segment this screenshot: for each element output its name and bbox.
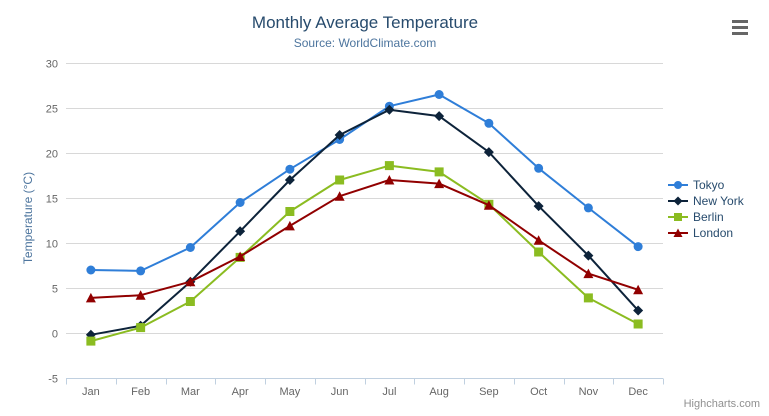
- series-tokyo[interactable]: [86, 90, 643, 276]
- y-axis-label: 20: [46, 149, 58, 161]
- x-axis-label: Aug: [429, 386, 449, 398]
- x-axis-label: Feb: [131, 386, 150, 398]
- data-point-marker[interactable]: [384, 161, 394, 171]
- data-point-marker[interactable]: [583, 268, 594, 279]
- data-point-marker[interactable]: [434, 167, 444, 177]
- data-point-marker[interactable]: [583, 203, 593, 213]
- y-axis-label: 5: [52, 284, 58, 296]
- data-point-marker[interactable]: [674, 213, 682, 221]
- data-point-marker[interactable]: [483, 147, 494, 158]
- x-axis-label: Oct: [530, 386, 547, 398]
- data-point-marker[interactable]: [534, 163, 544, 173]
- data-point-marker[interactable]: [334, 191, 345, 201]
- data-point-marker[interactable]: [285, 164, 295, 174]
- data-point-marker[interactable]: [335, 175, 345, 185]
- data-point-marker[interactable]: [633, 242, 643, 252]
- data-point-marker[interactable]: [633, 305, 644, 316]
- x-axis-label: Jun: [331, 386, 349, 398]
- data-point-marker[interactable]: [434, 90, 444, 99]
- y-axis-label: -5: [48, 374, 58, 386]
- data-point-marker[interactable]: [534, 247, 544, 257]
- legend-label: London: [693, 226, 734, 240]
- y-axis-title: Temperature (°C): [21, 171, 35, 265]
- y-axis-label: 10: [46, 239, 58, 251]
- data-point-marker[interactable]: [284, 175, 295, 185]
- legend-item-new-york[interactable]: New York: [668, 193, 744, 209]
- x-axis-label: Sep: [479, 386, 499, 398]
- data-point-marker[interactable]: [384, 175, 395, 185]
- data-point-marker[interactable]: [285, 207, 295, 216]
- legend-marker-triangle-icon: [668, 228, 688, 238]
- data-point-marker[interactable]: [185, 243, 195, 252]
- data-point-marker[interactable]: [384, 104, 395, 115]
- data-point-marker[interactable]: [633, 319, 643, 329]
- data-point-marker[interactable]: [484, 118, 494, 128]
- chart-title: Monthly Average Temperature: [251, 13, 479, 32]
- data-point-marker[interactable]: [235, 198, 245, 207]
- series-london[interactable]: [85, 175, 644, 303]
- y-axis-label: 25: [46, 104, 58, 116]
- data-point-marker[interactable]: [136, 266, 146, 276]
- legend-label: Berlin: [693, 210, 724, 224]
- data-point-marker[interactable]: [483, 200, 494, 210]
- data-point-marker[interactable]: [85, 292, 96, 303]
- legend: Tokyo New York Berlin London: [668, 177, 744, 241]
- data-point-marker[interactable]: [434, 111, 445, 122]
- series-line-berlin: [89, 164, 640, 343]
- data-point-marker[interactable]: [185, 297, 195, 306]
- data-point-marker[interactable]: [235, 251, 246, 262]
- x-axis-label: May: [279, 386, 300, 398]
- y-axis-label: 0: [52, 329, 58, 341]
- x-axis-label: Mar: [181, 386, 200, 398]
- legend-item-london[interactable]: London: [668, 225, 744, 241]
- data-point-marker[interactable]: [334, 130, 345, 140]
- x-axis-label: Apr: [232, 386, 249, 398]
- y-axis-label: 15: [46, 194, 58, 206]
- legend-marker-circle-icon: [668, 181, 688, 189]
- data-point-marker[interactable]: [583, 293, 593, 303]
- export-menu-button[interactable]: [729, 17, 751, 38]
- legend-marker-square-icon: [668, 213, 688, 221]
- data-point-marker[interactable]: [533, 235, 544, 245]
- data-point-marker[interactable]: [135, 290, 146, 300]
- data-point-marker[interactable]: [136, 323, 146, 333]
- data-point-marker[interactable]: [86, 265, 96, 275]
- legend-marker-diamond-icon: [668, 196, 688, 206]
- x-axis-label: Dec: [628, 386, 648, 398]
- x-axis-label: Jul: [382, 386, 396, 398]
- legend-item-berlin[interactable]: Berlin: [668, 209, 744, 225]
- series-line-london: [89, 179, 640, 299]
- series-line-tokyo: [89, 93, 640, 272]
- legend-label: New York: [693, 194, 744, 208]
- data-point-marker[interactable]: [185, 276, 196, 287]
- data-point-marker[interactable]: [86, 336, 96, 346]
- data-point-marker[interactable]: [633, 284, 644, 295]
- data-point-marker[interactable]: [674, 181, 682, 189]
- data-point-marker[interactable]: [583, 250, 594, 261]
- y-axis-label: 30: [46, 59, 58, 71]
- data-point-marker[interactable]: [533, 201, 544, 212]
- data-point-marker[interactable]: [434, 178, 445, 189]
- x-axis-label: Jan: [82, 386, 100, 398]
- series-line-new-york: [89, 108, 640, 336]
- data-point-marker[interactable]: [284, 220, 295, 231]
- data-point-marker[interactable]: [673, 196, 683, 206]
- data-point-marker[interactable]: [673, 228, 683, 238]
- data-point-marker[interactable]: [235, 226, 246, 237]
- legend-label: Tokyo: [693, 178, 725, 192]
- credits-link[interactable]: Highcharts.com: [683, 398, 760, 410]
- chart-subtitle: Source: WorldClimate.com: [293, 36, 437, 50]
- series-new-york[interactable]: [85, 104, 644, 340]
- legend-item-tokyo[interactable]: Tokyo: [668, 177, 744, 193]
- x-axis-label: Nov: [579, 386, 599, 398]
